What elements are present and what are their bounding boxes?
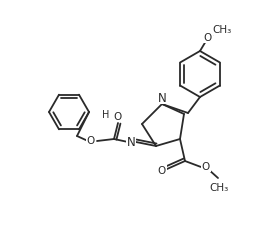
Text: H: H <box>102 109 110 120</box>
Text: O: O <box>158 165 166 175</box>
Text: CH₃: CH₃ <box>209 182 229 192</box>
Text: O: O <box>114 112 122 121</box>
Text: N: N <box>127 135 136 148</box>
Text: O: O <box>204 33 212 43</box>
Text: O: O <box>202 161 210 171</box>
Text: CH₃: CH₃ <box>212 25 232 35</box>
Text: N: N <box>158 91 166 104</box>
Text: O: O <box>87 135 95 145</box>
